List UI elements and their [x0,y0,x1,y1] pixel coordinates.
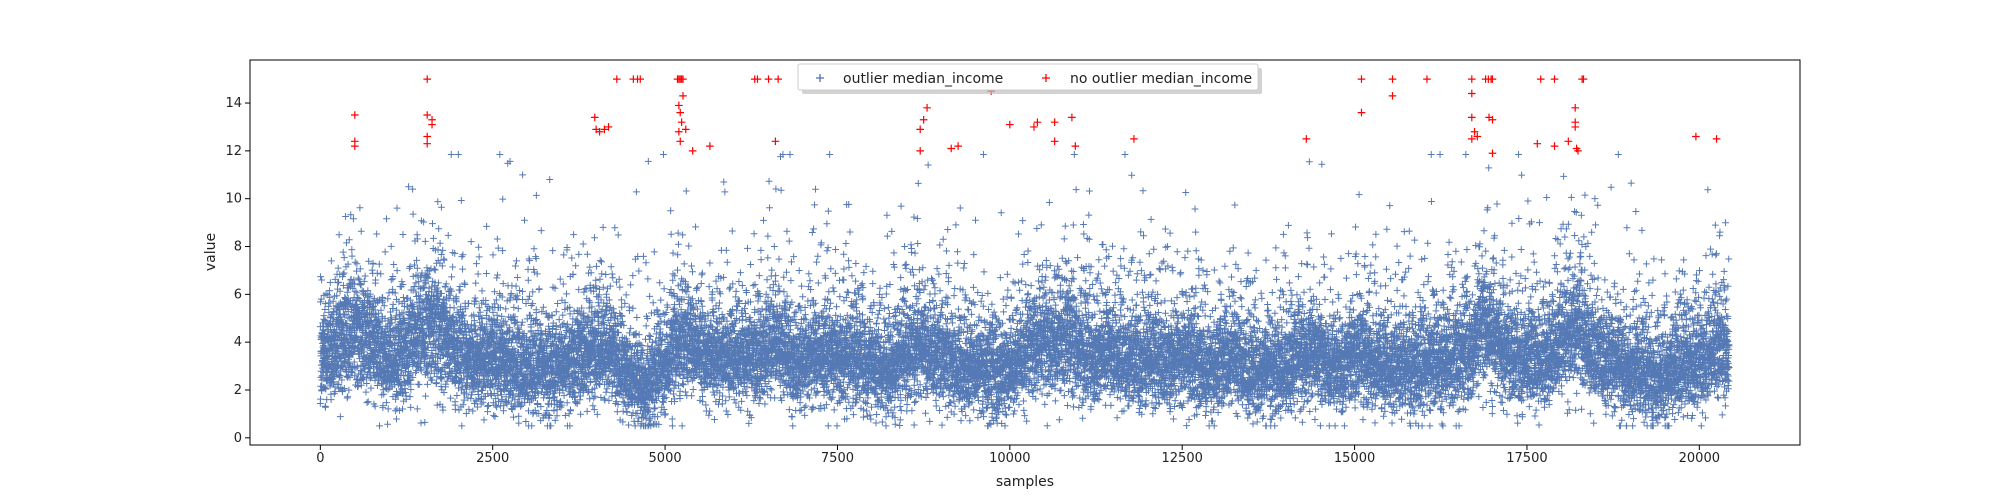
legend-blue-plus-icon [816,74,824,82]
y-tick-label: 14 [225,96,242,111]
x-axis-label: samples [996,474,1054,490]
x-tick-label: 12500 [1162,451,1203,466]
legend-entry-outlier-median-income: outlier median_income [816,71,1003,87]
y-tick-label: 10 [225,192,242,207]
legend-red-plus-icon [1042,74,1050,82]
x-tick-label: 0 [316,451,324,466]
x-tick-label: 5000 [649,451,682,466]
x-axis: 0 2500 5000 7500 10000 12500 15000 17500 20000 [316,445,1720,466]
x-tick-label: 20000 [1679,451,1720,466]
y-tick-label: 0 [234,431,242,446]
y-tick-label: 12 [225,144,242,159]
y-tick-label: 2 [234,383,242,398]
legend-entry-no-outlier-median-income: no outlier median_income [1042,71,1252,87]
red-plus-markers [351,75,1721,158]
blue-series-points [316,151,1733,430]
legend-box [797,63,1259,91]
legend: outlier median_income no outlier median_… [797,63,1262,94]
red-series-points [351,75,1721,158]
blue-plus-markers [316,151,1733,430]
x-tick-label: 2500 [476,451,509,466]
y-axis: 0 2 4 6 8 10 12 14 [225,96,250,446]
x-tick-label: 15000 [1334,451,1375,466]
y-tick-label: 6 [234,287,242,302]
plot-frame [249,59,1801,446]
legend-label-no-outlier-median-income: no outlier median_income [1070,71,1252,87]
y-tick-label: 4 [234,335,242,350]
x-tick-label: 17500 [1506,451,1547,466]
x-tick-label: 7500 [821,451,854,466]
x-tick-label: 10000 [989,451,1030,466]
legend-label-outlier-median-income: outlier median_income [843,71,1003,87]
y-axis-label: value [203,233,219,271]
legend-marker-blue-plus-icon [816,74,824,82]
legend-marker-red-plus-icon [1042,74,1050,82]
y-tick-label: 8 [234,240,242,255]
